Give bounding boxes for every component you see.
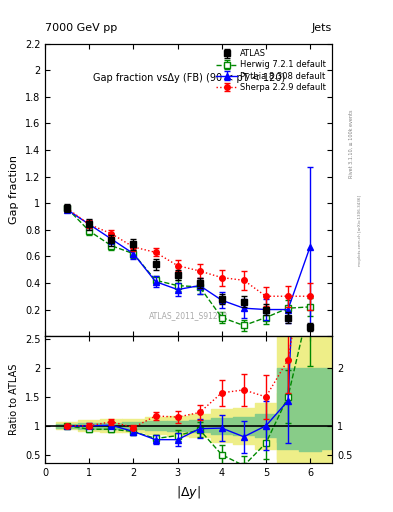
Y-axis label: Ratio to ATLAS: Ratio to ATLAS: [9, 364, 19, 435]
Text: Gap fraction vsΔy (FB) (90 < pT < 120): Gap fraction vsΔy (FB) (90 < pT < 120): [92, 73, 285, 83]
Text: 7000 GeV pp: 7000 GeV pp: [45, 23, 118, 33]
Y-axis label: Gap fraction: Gap fraction: [9, 155, 19, 224]
Text: mcplots.cern.ch [arXiv:1306.3436]: mcplots.cern.ch [arXiv:1306.3436]: [358, 195, 362, 266]
Text: Jets: Jets: [312, 23, 332, 33]
X-axis label: $|\Delta y|$: $|\Delta y|$: [176, 484, 201, 501]
Text: ATLAS_2011_S91262: ATLAS_2011_S91262: [149, 311, 228, 320]
Legend: ATLAS, Herwig 7.2.1 default, Pythia 8.308 default, Sherpa 2.2.9 default: ATLAS, Herwig 7.2.1 default, Pythia 8.30…: [215, 48, 328, 93]
Text: Rivet 3.1.10, ≥ 100k events: Rivet 3.1.10, ≥ 100k events: [349, 109, 354, 178]
